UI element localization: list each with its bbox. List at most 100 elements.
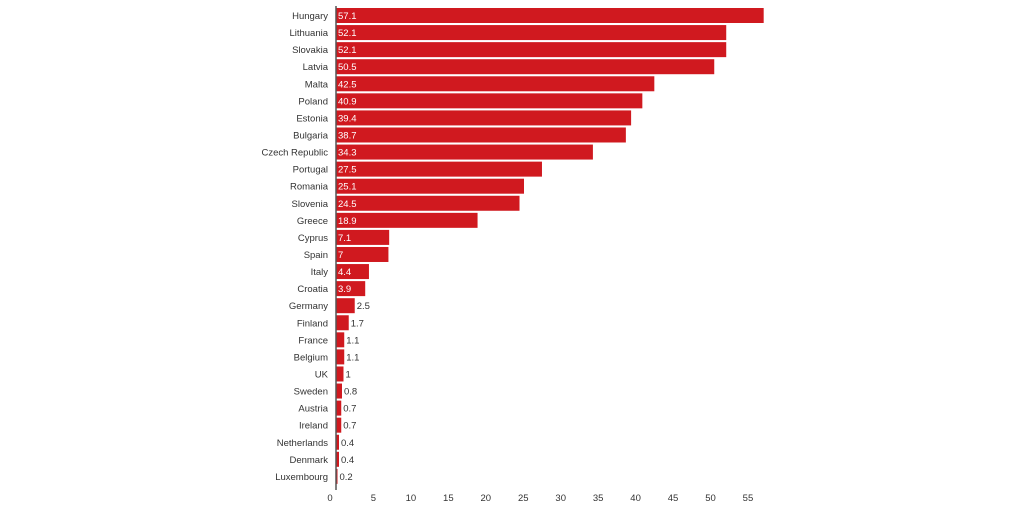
bar-ireland <box>336 417 342 433</box>
bar-poland <box>336 93 643 109</box>
value-label: 18.9 <box>338 216 357 227</box>
value-label: 3.9 <box>338 284 351 295</box>
value-label: 27.5 <box>338 165 357 176</box>
category-label: Austria <box>298 404 328 415</box>
bar-lithuania <box>336 25 727 41</box>
bar-netherlands <box>336 434 339 450</box>
bar-slovakia <box>336 42 727 58</box>
category-label: UK <box>315 369 329 380</box>
category-label: Malta <box>305 79 329 90</box>
category-label: Slovenia <box>292 199 329 210</box>
value-labels-group: 57.1 52.1 52.1 50.5 42.5 40.9 39.4 38.7 34.3 27.5… <box>338 11 370 483</box>
bar-malta <box>336 76 655 92</box>
bar-france <box>336 332 345 348</box>
category-label: Cyprus <box>298 233 328 244</box>
category-label: Finland <box>297 318 328 329</box>
bar-italy <box>336 264 369 280</box>
value-label: 39.4 <box>338 113 357 124</box>
value-label: 7 <box>338 250 343 261</box>
category-label: Belgium <box>294 352 328 363</box>
bar-denmark <box>336 451 339 467</box>
x-tick-label: 20 <box>481 493 492 504</box>
x-tick-label: 5 <box>371 493 376 504</box>
x-tick-label: 25 <box>518 493 529 504</box>
bars-group <box>336 8 764 484</box>
category-label: Sweden <box>294 387 328 398</box>
category-label: Hungary <box>292 11 328 22</box>
category-label: Greece <box>297 216 328 227</box>
value-label: 1.1 <box>346 352 359 363</box>
bar-latvia <box>336 59 715 75</box>
value-label: 2.5 <box>357 301 370 312</box>
category-label: Czech Republic <box>261 148 328 159</box>
bar-bulgaria <box>336 127 626 143</box>
x-tick-label: 55 <box>743 493 754 504</box>
category-label: Slovakia <box>292 45 329 56</box>
x-tick-label: 50 <box>705 493 716 504</box>
bar-greece <box>336 212 478 228</box>
category-label: Netherlands <box>277 438 328 449</box>
value-label: 1.1 <box>346 335 359 346</box>
category-label: Denmark <box>289 455 328 466</box>
bar-belgium <box>336 349 345 365</box>
value-label: 0.8 <box>344 387 357 398</box>
bar-cyprus <box>336 229 390 245</box>
value-label: 52.1 <box>338 28 357 39</box>
category-label: Ireland <box>299 421 328 432</box>
value-label: 52.1 <box>338 45 357 56</box>
category-label: Luxembourg <box>275 472 328 483</box>
value-label: 42.5 <box>338 79 357 90</box>
value-label: 1 <box>345 369 350 380</box>
bar-croatia <box>336 281 366 297</box>
category-label: Poland <box>298 96 328 107</box>
x-tick-label: 30 <box>555 493 566 504</box>
bar-germany <box>336 298 355 314</box>
bar-romania <box>336 178 524 194</box>
value-label: 4.4 <box>338 267 351 278</box>
category-label: Estonia <box>296 113 328 124</box>
x-tick-label: 10 <box>406 493 417 504</box>
value-label: 25.1 <box>338 182 357 193</box>
bar-slovenia <box>336 195 520 211</box>
value-label: 0.7 <box>343 404 356 415</box>
category-label: Croatia <box>297 284 328 295</box>
category-label: Spain <box>304 250 328 261</box>
value-label: 24.5 <box>338 199 357 210</box>
x-tick-label: 45 <box>668 493 679 504</box>
category-labels-group: Hungary Lithuania Slovakia Latvia Malta Polan… <box>261 11 328 483</box>
category-label: Portugal <box>293 165 328 176</box>
value-label: 0.7 <box>343 421 356 432</box>
value-label: 34.3 <box>338 148 357 159</box>
bar-czech-republic <box>336 144 593 160</box>
category-label: Bulgaria <box>293 130 329 141</box>
bar-estonia <box>336 110 632 126</box>
bar-sweden <box>336 383 342 399</box>
x-tick-label: 40 <box>630 493 641 504</box>
category-label: Italy <box>311 267 329 278</box>
value-label: 0.4 <box>341 455 354 466</box>
value-label: 7.1 <box>338 233 351 244</box>
bar-hungary <box>336 8 764 23</box>
value-label: 50.5 <box>338 62 357 73</box>
value-label: 0.2 <box>340 472 353 483</box>
bar-portugal <box>336 161 542 177</box>
value-label: 38.7 <box>338 130 357 141</box>
bar-uk <box>336 366 344 382</box>
category-label: Germany <box>289 301 328 312</box>
bar-spain <box>336 246 389 262</box>
value-label: 40.9 <box>338 96 357 107</box>
x-tick-labels-group: 0 5 10 15 20 25 30 35 40 45 50 55 <box>327 493 753 504</box>
category-label: Romania <box>290 182 329 193</box>
value-label: 1.7 <box>351 318 364 329</box>
bar-austria <box>336 400 342 416</box>
value-label: 57.1 <box>338 11 357 22</box>
value-label: 0.4 <box>341 438 354 449</box>
bar-finland <box>336 315 349 331</box>
category-label: Latvia <box>303 62 329 73</box>
x-tick-label: 15 <box>443 493 454 504</box>
category-label: Lithuania <box>289 28 328 39</box>
category-label: France <box>298 335 328 346</box>
x-tick-label: 0 <box>327 493 332 504</box>
x-tick-label: 35 <box>593 493 604 504</box>
